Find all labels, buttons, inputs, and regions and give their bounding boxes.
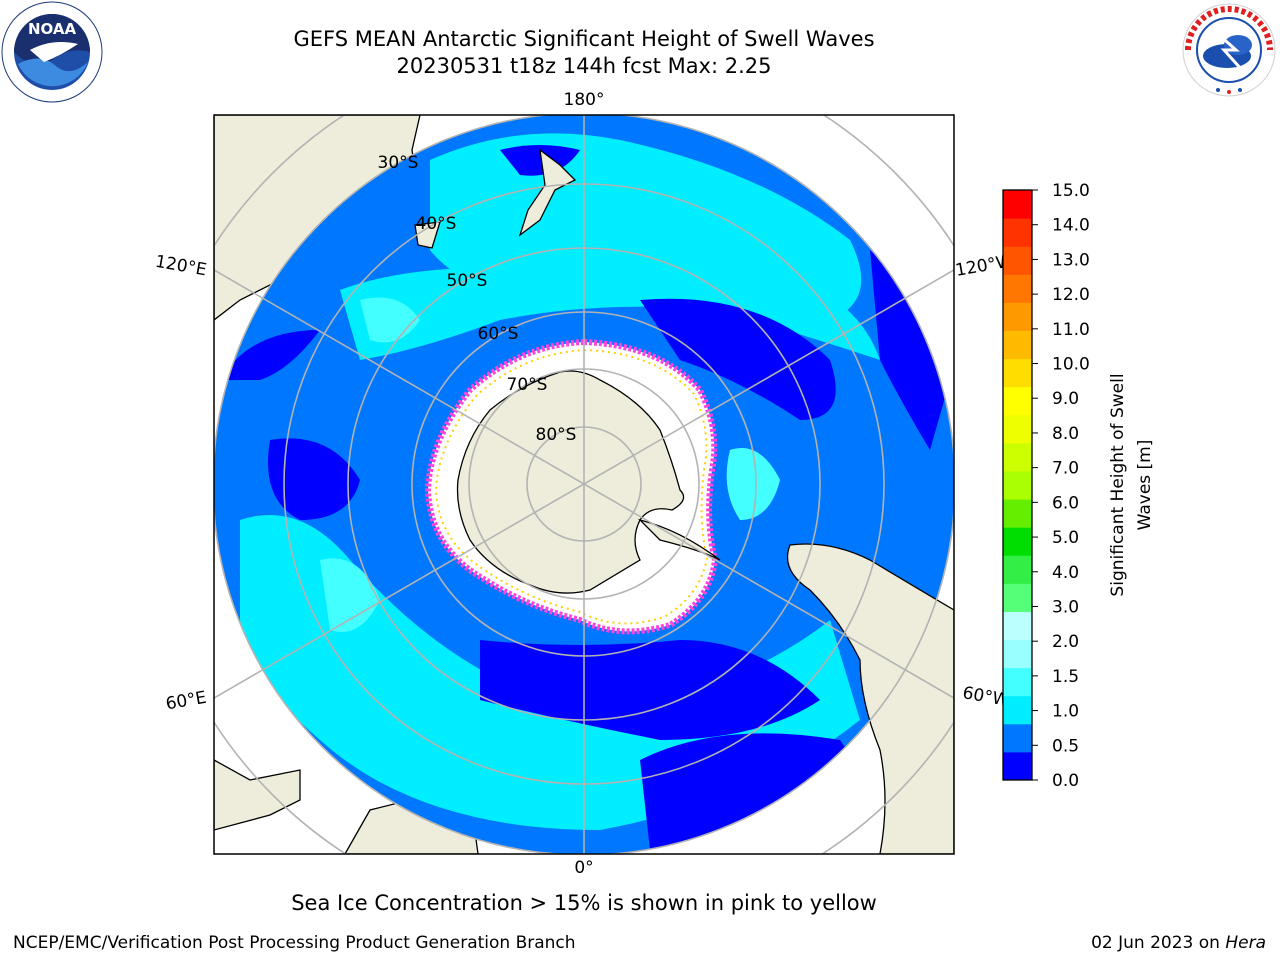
colorbar-tick-label: 0.0 — [1052, 771, 1079, 791]
colorbar-segment — [1003, 190, 1032, 219]
colorbar-segment — [1003, 330, 1032, 360]
lat-label-70s: 70°S — [507, 375, 548, 395]
nws-logo — [1182, 3, 1276, 97]
colorbar-segment — [1003, 695, 1032, 725]
colorbar-segment — [1003, 470, 1032, 500]
colorbar-tick-label: 9.0 — [1052, 389, 1079, 409]
graticule — [214, 115, 954, 854]
lon-label-60e: 60°E — [164, 688, 208, 715]
map-subtitle: 20230531 t18z 144h fcst Max: 2.25 — [396, 54, 772, 78]
colorbar-tick-label: 10.0 — [1052, 355, 1090, 375]
colorbar-tick-label: 0.5 — [1052, 736, 1079, 756]
lat-label-50s: 50°S — [447, 271, 488, 291]
new-zealand-land — [518, 148, 577, 237]
colorbar-tick-label: 2.0 — [1052, 632, 1079, 652]
noaa-logo: NOAA — [1, 1, 103, 103]
colorbar-segment — [1003, 723, 1032, 753]
colorbar-segment — [1003, 555, 1032, 584]
colorbar-segment — [1003, 499, 1032, 528]
colorbar-segment — [1003, 667, 1032, 697]
footer-host: Hera — [1225, 933, 1266, 953]
sea-ice-note: Sea Ice Concentration > 15% is shown in … — [291, 891, 877, 915]
tasmania-land — [414, 221, 441, 249]
footer-left: NCEP/EMC/Verification Post Processing Pr… — [13, 933, 576, 953]
lat-label-80s: 80°S — [536, 425, 577, 445]
lon-label-0: 0° — [574, 858, 593, 878]
colorbar-segment — [1003, 751, 1032, 781]
colorbar-segment — [1003, 414, 1032, 444]
colorbar-label-line1: Significant Height of Swell — [1108, 373, 1128, 596]
antarctica-land — [456, 370, 685, 594]
colorbar-tick-label: 1.5 — [1052, 667, 1079, 687]
colorbar-tick-label: 11.0 — [1052, 320, 1090, 340]
colorbar-segment — [1003, 246, 1032, 275]
colorbar-tick-label: 4.0 — [1052, 563, 1079, 583]
colorbar-segment — [1003, 302, 1032, 331]
colorbar-tick-label: 6.0 — [1052, 493, 1079, 513]
colorbar-tick-label: 5.0 — [1052, 528, 1079, 548]
colorbar-tick-label: 1.0 — [1052, 702, 1079, 722]
colorbar-segment — [1003, 442, 1032, 472]
colorbar-tick-label: 8.0 — [1052, 424, 1079, 444]
colorbar: 0.0 0.5 1.0 1.5 2.0 3.0 4.0 5.0 6.0 7.0 8.0 9.0 10.0… — [1002, 181, 1090, 791]
noaa-logo-text: NOAA — [28, 20, 77, 38]
map-frame — [213, 114, 955, 855]
colorbar-tick-label: 7.0 — [1052, 459, 1079, 479]
colorbar-segment — [1003, 386, 1032, 416]
lat-label-60s: 60°S — [478, 324, 519, 344]
colorbar-segment — [1003, 527, 1032, 556]
lat-label-40s: 40°S — [416, 214, 457, 234]
colorbar-segment — [1003, 639, 1032, 669]
colorbar-segment — [1003, 611, 1032, 641]
footer-right: 02 Jun 2023 on Hera — [1091, 933, 1266, 953]
lon-label-180: 180° — [564, 90, 605, 110]
colorbar-segment — [1003, 218, 1032, 247]
lat-label-30s: 30°S — [378, 153, 419, 173]
colorbar-frame — [1002, 189, 1033, 781]
colorbar-segment — [1003, 583, 1032, 612]
map-title: GEFS MEAN Antarctic Significant Height o… — [293, 27, 875, 51]
colorbar-tick-label: 3.0 — [1052, 597, 1079, 617]
colorbar-tick-label: 13.0 — [1052, 250, 1090, 270]
colorbar-tick-label: 12.0 — [1052, 285, 1090, 305]
colorbar-tick-label: 14.0 — [1052, 216, 1090, 236]
colorbar-tick-label: 15.0 — [1052, 181, 1090, 201]
colorbar-segment — [1003, 274, 1032, 303]
footer-date: 02 Jun 2023 on — [1091, 933, 1226, 953]
map-panel — [214, 115, 954, 854]
lon-label-120e: 120°E — [154, 252, 208, 281]
colorbar-segment — [1003, 358, 1032, 388]
colorbar-label-line2: Waves [m] — [1135, 440, 1155, 531]
